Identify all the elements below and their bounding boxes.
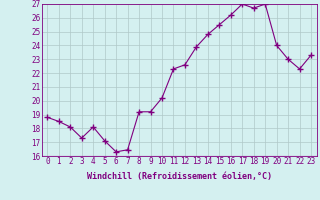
X-axis label: Windchill (Refroidissement éolien,°C): Windchill (Refroidissement éolien,°C) (87, 172, 272, 181)
